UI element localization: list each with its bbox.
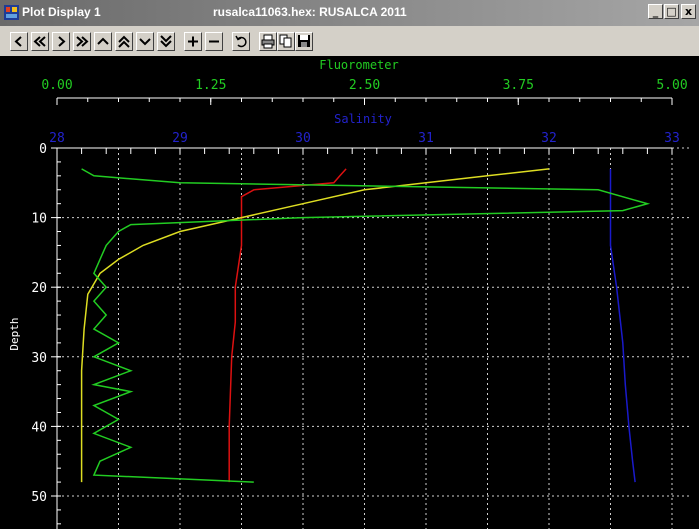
salinity-tick-label: 31 (418, 131, 434, 146)
undo-icon (234, 34, 248, 49)
window-subtitle: rusalca11063.hex: RUSALCA 2011 (213, 5, 407, 19)
fluorometer-tick-label: 5.00 (656, 78, 687, 93)
previous-page-icon (33, 34, 47, 49)
plot-area[interactable]: Fluorometer 0.00 1.25 2.50 3.75 5.00 Salinit… (0, 56, 699, 529)
next-icon (54, 34, 68, 49)
copy-icon (279, 34, 293, 49)
close-button[interactable]: x (681, 4, 696, 19)
down-button[interactable] (136, 32, 154, 51)
maximize-button[interactable]: □ (664, 4, 679, 19)
copy-button[interactable] (277, 32, 295, 51)
salinity-tick-label: 28 (49, 131, 65, 146)
fluorometer-tick-label: 1.25 (195, 78, 226, 93)
print-icon (261, 34, 275, 49)
app-icon (4, 5, 19, 20)
salinity-tick-label: 30 (295, 131, 311, 146)
zoom-out-button[interactable] (205, 32, 223, 51)
down-icon (138, 34, 152, 49)
fluorometer-tick-label: 0.00 (41, 78, 72, 93)
previous-page-button[interactable] (31, 32, 49, 51)
page-down-button[interactable] (157, 32, 175, 51)
first-button[interactable] (10, 32, 28, 51)
up-button[interactable] (94, 32, 112, 51)
yellow-trace (82, 169, 549, 482)
salinity-axis-title: Salinity (334, 112, 392, 126)
zoom-in-icon (186, 34, 200, 49)
fluorometer-axis-title: Fluorometer (319, 58, 398, 72)
fluorometer-tick-label: 3.75 (503, 78, 534, 93)
depth-tick-label: 10 (31, 212, 47, 227)
depth-tick-label: 40 (31, 420, 47, 435)
depth-tick-label: 30 (31, 351, 47, 366)
toolbar (0, 26, 699, 56)
title-bar[interactable]: Plot Display 1 rusalca11063.hex: RUSALCA… (0, 0, 699, 26)
zoom-out-icon (207, 34, 221, 49)
fluorometer-tick-label: 2.50 (349, 78, 380, 93)
page-down-icon (159, 34, 173, 49)
save-icon (297, 34, 311, 49)
ctd-profile-chart: Fluorometer 0.00 1.25 2.50 3.75 5.00 Salinit… (0, 56, 699, 529)
page-up-button[interactable] (115, 32, 133, 51)
depth-axis-title: Depth (8, 317, 21, 350)
fluorometer-trace (82, 169, 648, 482)
depth-tick-label: 0 (39, 142, 47, 157)
undo-button[interactable] (232, 32, 250, 51)
salinity-tick-label: 32 (541, 131, 557, 146)
save-button[interactable] (295, 32, 313, 51)
minimize-button[interactable]: _ (648, 4, 663, 19)
next-button[interactable] (52, 32, 70, 51)
salinity-trace (611, 169, 636, 482)
print-button[interactable] (259, 32, 277, 51)
window-title: Plot Display 1 (22, 5, 101, 19)
up-icon (96, 34, 110, 49)
last-page-icon (75, 34, 89, 49)
first-icon (12, 34, 26, 49)
zoom-in-button[interactable] (184, 32, 202, 51)
salinity-tick-label: 29 (172, 131, 188, 146)
last-page-button[interactable] (73, 32, 91, 51)
depth-tick-label: 20 (31, 281, 47, 296)
depth-tick-label: 50 (31, 490, 47, 505)
page-up-icon (117, 34, 131, 49)
salinity-tick-label: 33 (664, 131, 680, 146)
